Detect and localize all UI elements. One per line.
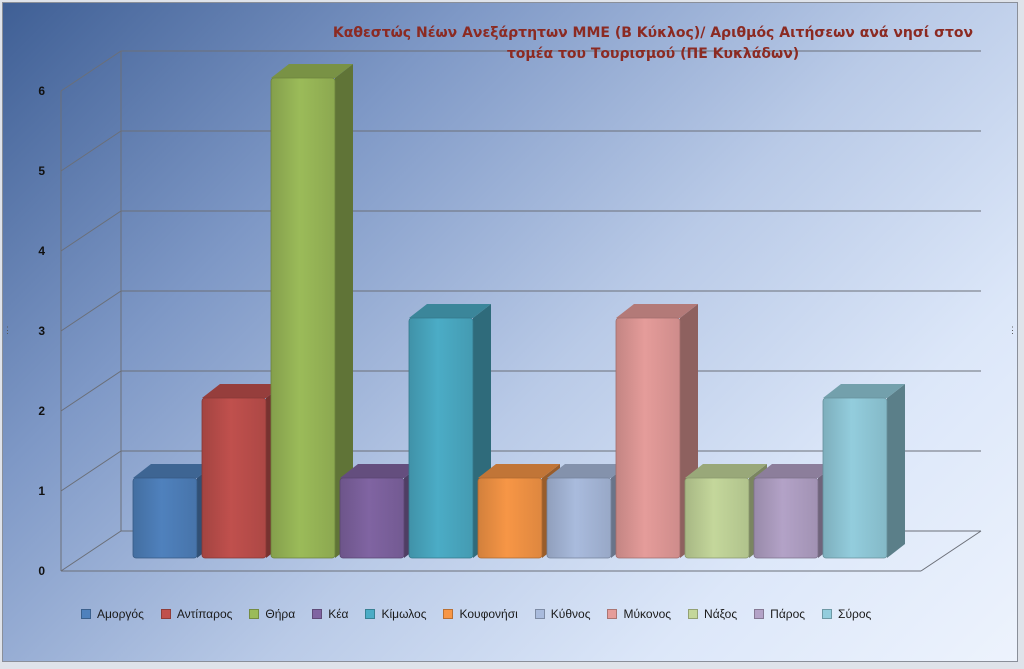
legend-label: Κουφονήσι [459, 607, 518, 621]
legend-label: Πάρος [770, 607, 806, 621]
legend-item: Κύθνος [534, 607, 591, 621]
gridline [60, 130, 981, 172]
bar-side [335, 64, 353, 558]
resize-handle-right[interactable]: ⋮ [1008, 325, 1017, 335]
legend-item: Θήρα [249, 607, 295, 621]
bar-front [546, 477, 612, 559]
bar-Σύρος [822, 384, 905, 559]
bar-top [685, 464, 767, 478]
bar-Θήρα [270, 64, 353, 559]
legend-item: Νάξος [688, 607, 737, 621]
bar-front [615, 317, 681, 559]
bar-front [477, 477, 543, 559]
y-tick-label: 0 [38, 564, 45, 578]
bar-top [271, 64, 353, 78]
legend-item: Αμοργός [81, 607, 144, 621]
bar-side [887, 384, 905, 558]
bar-front [822, 397, 888, 559]
bar-front [201, 397, 267, 559]
bar-top [133, 464, 215, 478]
bar-top [823, 384, 905, 398]
resize-handle-left[interactable]: ⋮ [3, 325, 12, 335]
chart-legend: Αμοργός Αντίπαρος Θήρα Κέα Κίμωλος Κουφονήσι Κ… [81, 607, 961, 621]
y-tick-label: 3 [38, 324, 45, 338]
bar-top [202, 384, 284, 398]
bar-front [270, 77, 336, 559]
legend-item: Σύρος [822, 607, 871, 621]
legend-label: Σύρος [838, 607, 872, 621]
legend-label: Νάξος [704, 607, 738, 621]
legend-label: Μύκονος [623, 607, 672, 621]
legend-label: Κέα [328, 607, 349, 621]
bar-top [409, 304, 491, 318]
bar-front [684, 477, 750, 559]
y-tick-label: 4 [38, 244, 45, 258]
legend-item: Κίμωλος [365, 607, 426, 621]
legend-swatch [249, 609, 260, 619]
legend-item: Κουφονήσι [443, 607, 518, 621]
legend-swatch [607, 609, 618, 619]
y-tick-label: 6 [38, 84, 45, 98]
chart-plot: 0 1 2 3 4 5 6 [38, 50, 982, 578]
legend-item: Αντίπαρος [160, 607, 233, 621]
gridline [60, 210, 981, 252]
y-tick-label: 2 [38, 404, 45, 418]
floor-edge [920, 530, 982, 572]
legend-swatch [81, 609, 91, 619]
bar-front [408, 317, 474, 559]
bar-top [547, 464, 629, 478]
y-tick-label: 1 [38, 484, 45, 498]
legend-item: Πάρος [754, 607, 805, 621]
chart-title: Καθεστώς Νέων Ανεξάρτητων ΜΜΕ (Β Κύκλος)… [332, 25, 974, 62]
legend-swatch [160, 609, 171, 619]
legend-label: Θήρα [265, 607, 296, 621]
legend-swatch [312, 609, 323, 619]
bar-Κίμωλος [408, 304, 491, 559]
bar-top [754, 464, 836, 478]
bar-top [340, 464, 422, 478]
legend-label: Κίμωλος [381, 607, 427, 621]
legend-label: Κύθνος [550, 607, 591, 621]
legend-label: Αμοργός [97, 607, 144, 621]
legend-item: Μύκονος [607, 607, 671, 621]
bar-front [753, 477, 819, 559]
legend-swatch [365, 609, 376, 619]
legend-item: Κέα [312, 607, 348, 621]
legend-swatch [754, 609, 765, 619]
legend-swatch [688, 609, 699, 619]
y-tick-label: 5 [38, 164, 45, 178]
gridline [60, 290, 981, 332]
legend-swatch [534, 609, 545, 619]
legend-swatch [443, 609, 454, 619]
bar-Μύκονος [615, 304, 698, 559]
bar-front [339, 477, 405, 559]
legend-label: Αντίπαρος [176, 607, 233, 621]
bar-top [616, 304, 698, 318]
bar-front [132, 477, 198, 559]
bar-top [478, 464, 560, 478]
legend-swatch [822, 609, 833, 619]
chart-area: 0 1 2 3 4 5 6 Καθεστώς Νέων Ανεξάρτητων ΜΜΕ (Β… [2, 2, 1018, 662]
